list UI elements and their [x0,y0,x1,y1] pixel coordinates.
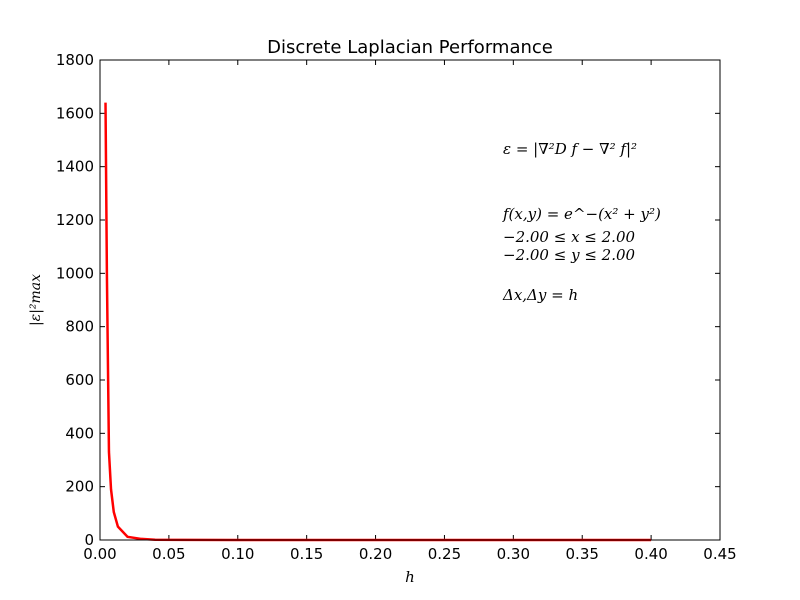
y-tick-label: 800 [65,318,94,336]
annotation-step: Δx,Δy = h [503,286,579,304]
y-tick-label: 1000 [56,264,94,282]
y-tick-label: 1600 [56,104,94,122]
x-tick-label: 0.45 [703,545,736,563]
y-axis-label: |ε|²max [28,274,44,326]
y-tick-label: 1200 [56,211,94,229]
x-tick-label: 0.10 [221,545,254,563]
x-tick-label: 0.00 [83,545,116,563]
annotation-function: f(x,y) = e^−(x² + y²) [503,205,661,223]
y-tick-label: 0 [84,531,94,549]
x-axis-label: h [405,568,415,586]
annotation-x-range: −2.00 ≤ x ≤ 2.00 [503,228,636,246]
y-tick-label: 200 [65,478,94,496]
y-tick-label: 600 [65,371,94,389]
x-tick-label: 0.40 [634,545,667,563]
annotation-error-def: ε = |∇²D f − ∇² f|² [503,140,638,158]
x-tick-label: 0.20 [359,545,392,563]
chart-title: Discrete Laplacian Performance [267,37,553,58]
x-tick-label: 0.35 [566,545,599,563]
plot-frame [99,59,721,541]
y-tick-label: 1400 [56,158,94,176]
x-tick-label: 0.30 [497,545,530,563]
x-tick-label: 0.15 [290,545,323,563]
x-tick-label: 0.05 [152,545,185,563]
data-line [104,102,652,542]
y-tick-label: 1800 [56,51,94,69]
annotation-y-range: −2.00 ≤ y ≤ 2.00 [503,246,636,264]
x-tick-label: 0.25 [428,545,461,563]
y-tick-label: 400 [65,424,94,442]
